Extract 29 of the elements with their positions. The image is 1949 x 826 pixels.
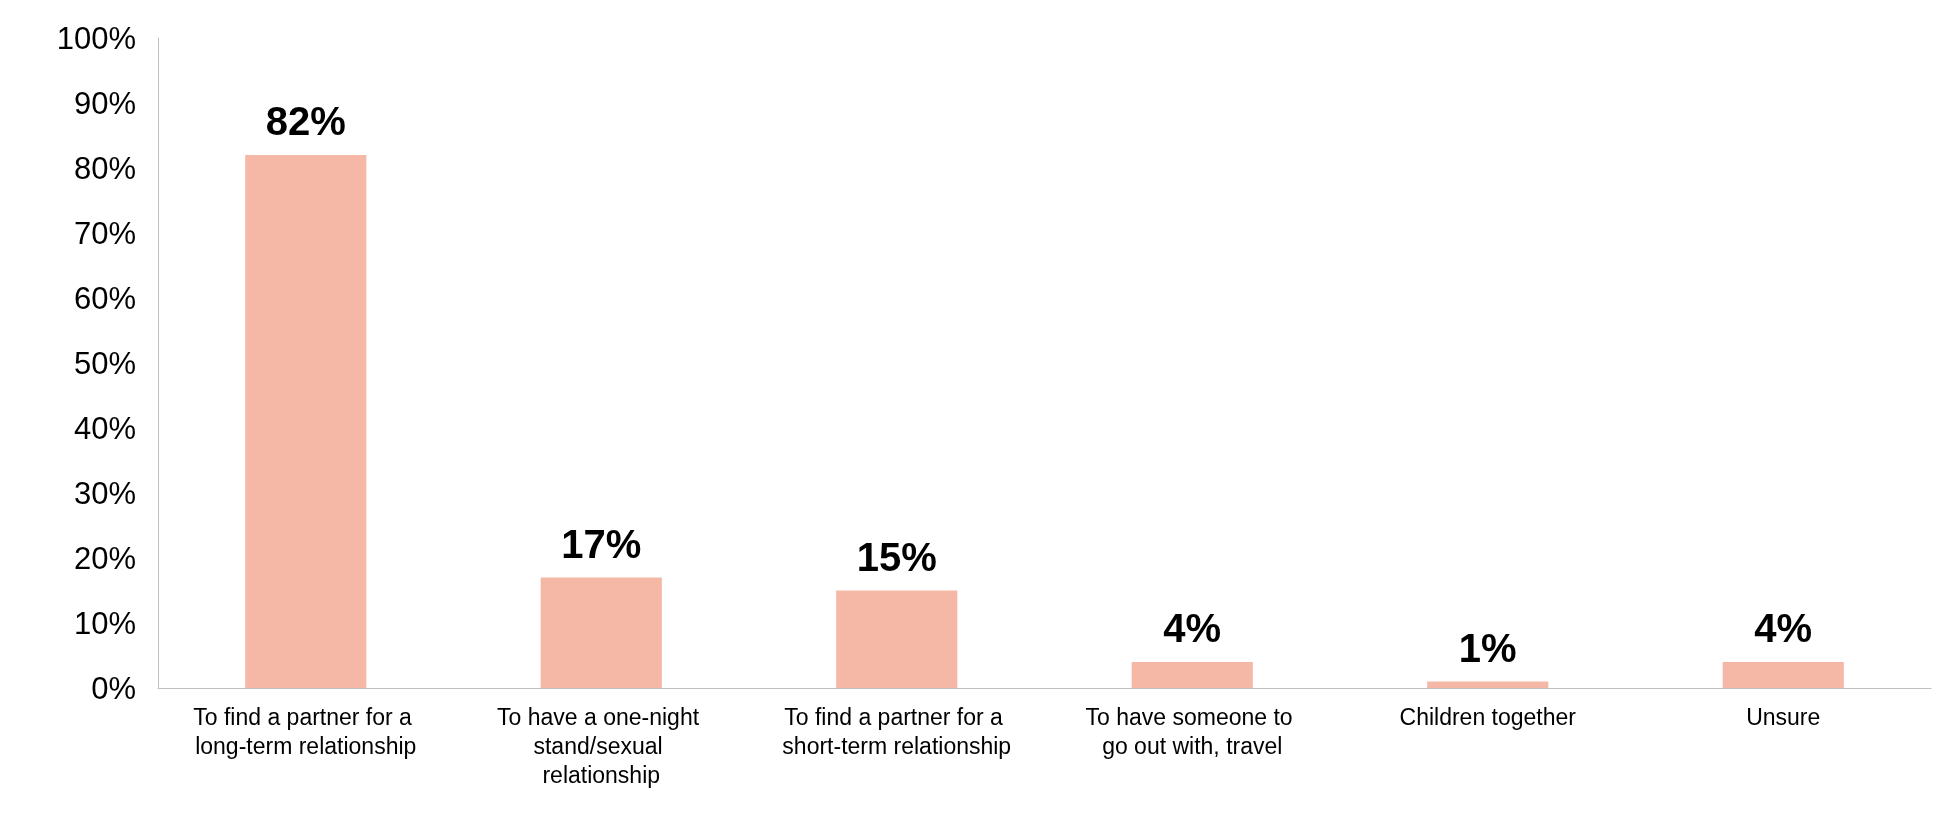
data-label: 4% (1754, 606, 1813, 650)
x-tick-label: To find a partner for a long-term relationship (193, 703, 419, 759)
y-tick-label: 80% (73, 150, 136, 186)
data-label: 82% (265, 99, 346, 143)
bar (1427, 681, 1549, 688)
y-tick-label: 50% (73, 345, 136, 381)
data-label: 17% (561, 521, 642, 566)
y-tick-label: 90% (73, 85, 136, 121)
y-tick-label: 20% (73, 540, 136, 576)
y-tick-label: 0% (91, 670, 136, 706)
y-tick-label: 40% (73, 410, 136, 446)
data-label: 4% (1163, 606, 1222, 650)
bar (540, 577, 662, 688)
bar (1131, 662, 1253, 688)
y-tick-label: 30% (73, 475, 136, 511)
x-tick-label: Unsure (1746, 703, 1821, 730)
bar (836, 590, 958, 688)
x-tick-label: To have someone to go out with, travel (1085, 703, 1300, 759)
y-tick-label: 10% (73, 605, 136, 641)
x-tick-label: To have a one-night stand/sexual relationship (497, 703, 706, 788)
bar (245, 155, 367, 688)
data-label: 15% (856, 534, 937, 579)
x-tick-label: Children together (1399, 703, 1577, 730)
y-tick-label: 70% (73, 215, 136, 251)
x-tick-label: To find a partner for a short-term relationship (782, 703, 1012, 759)
y-tick-label: 100% (56, 20, 136, 56)
bar (1722, 662, 1844, 688)
data-label: 1% (1458, 625, 1517, 670)
y-tick-label: 60% (73, 280, 136, 316)
